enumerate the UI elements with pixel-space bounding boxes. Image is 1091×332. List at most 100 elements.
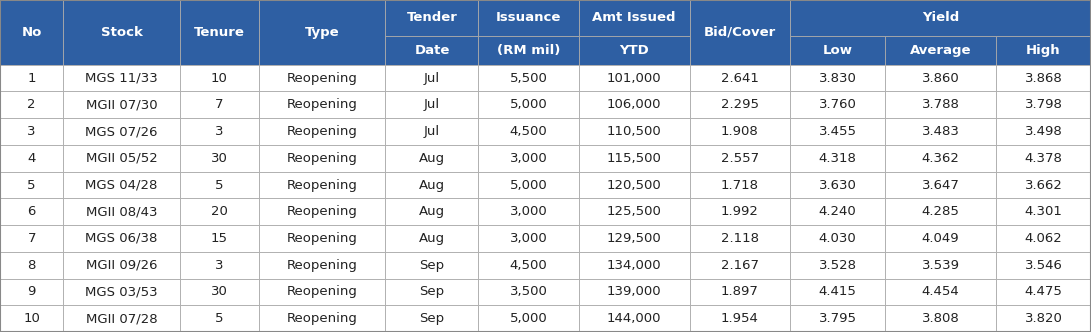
Text: 2: 2 (27, 98, 36, 111)
Text: 10: 10 (211, 72, 228, 85)
Text: 3.820: 3.820 (1024, 312, 1063, 325)
Text: 3.539: 3.539 (922, 259, 959, 272)
Text: Bid/Cover: Bid/Cover (704, 26, 776, 39)
Text: 7: 7 (27, 232, 36, 245)
Bar (479, 252, 578, 279)
Text: High: High (1027, 44, 1060, 57)
Text: MGS 03/53: MGS 03/53 (85, 286, 158, 298)
Text: 120,500: 120,500 (607, 179, 661, 192)
Bar (259, 118, 385, 145)
Bar (996, 92, 1091, 118)
Bar (479, 225, 578, 252)
Text: 3: 3 (215, 259, 224, 272)
Bar (63, 172, 180, 199)
Text: 15: 15 (211, 232, 228, 245)
Bar (996, 118, 1091, 145)
Bar (790, 36, 885, 65)
Text: 3,000: 3,000 (509, 205, 548, 218)
Text: Stock: Stock (100, 26, 143, 39)
Text: 3.830: 3.830 (818, 72, 856, 85)
Bar (690, 118, 790, 145)
Bar (578, 118, 690, 145)
Bar (0, 199, 63, 225)
Text: 3.498: 3.498 (1024, 125, 1063, 138)
Bar (578, 65, 690, 92)
Bar (996, 199, 1091, 225)
Text: 1.954: 1.954 (721, 312, 758, 325)
Text: 4,500: 4,500 (509, 125, 548, 138)
Bar (385, 92, 479, 118)
Text: 4,500: 4,500 (509, 259, 548, 272)
Text: 5: 5 (27, 179, 36, 192)
Text: 3.808: 3.808 (922, 312, 959, 325)
Text: 6: 6 (27, 205, 36, 218)
Text: Reopening: Reopening (287, 232, 358, 245)
Bar (0, 145, 63, 172)
Text: 7: 7 (215, 98, 224, 111)
Text: MGS 11/33: MGS 11/33 (85, 72, 158, 85)
Bar (259, 0, 385, 65)
Bar (385, 225, 479, 252)
Text: 4.301: 4.301 (1024, 205, 1063, 218)
Bar (885, 199, 996, 225)
Bar (0, 305, 63, 332)
Bar (790, 92, 885, 118)
Text: Sep: Sep (419, 259, 444, 272)
Text: Date: Date (415, 44, 449, 57)
Text: 3.546: 3.546 (1024, 259, 1063, 272)
Text: YTD: YTD (620, 44, 649, 57)
Text: Reopening: Reopening (287, 205, 358, 218)
Text: Aug: Aug (419, 152, 445, 165)
Bar (690, 305, 790, 332)
Text: 3: 3 (27, 125, 36, 138)
Text: 101,000: 101,000 (607, 72, 661, 85)
Bar (885, 118, 996, 145)
Bar (996, 305, 1091, 332)
Bar (885, 305, 996, 332)
Bar (180, 305, 259, 332)
Text: 20: 20 (211, 205, 228, 218)
Text: 4.240: 4.240 (818, 205, 856, 218)
Text: Reopening: Reopening (287, 125, 358, 138)
Text: Aug: Aug (419, 205, 445, 218)
Text: Jul: Jul (424, 72, 440, 85)
Bar (180, 199, 259, 225)
Bar (885, 172, 996, 199)
Text: 4.362: 4.362 (922, 152, 959, 165)
Text: (RM mil): (RM mil) (496, 44, 561, 57)
Bar (180, 65, 259, 92)
Text: 3.455: 3.455 (818, 125, 856, 138)
Bar (479, 118, 578, 145)
Text: Tenure: Tenure (194, 26, 244, 39)
Text: 125,500: 125,500 (607, 205, 661, 218)
Text: 3.798: 3.798 (1024, 98, 1063, 111)
Text: 139,000: 139,000 (607, 286, 661, 298)
Text: MGS 04/28: MGS 04/28 (85, 179, 157, 192)
Bar (790, 172, 885, 199)
Bar (885, 252, 996, 279)
Bar (578, 36, 690, 65)
Text: 129,500: 129,500 (607, 232, 661, 245)
Bar (885, 92, 996, 118)
Bar (479, 172, 578, 199)
Text: 3.528: 3.528 (818, 259, 856, 272)
Bar (690, 279, 790, 305)
Text: No: No (22, 26, 41, 39)
Bar (479, 199, 578, 225)
Text: 4.475: 4.475 (1024, 286, 1063, 298)
Text: Average: Average (910, 44, 971, 57)
Text: 3.662: 3.662 (1024, 179, 1063, 192)
Text: 5: 5 (215, 179, 224, 192)
Bar (996, 252, 1091, 279)
Bar (690, 172, 790, 199)
Bar (996, 65, 1091, 92)
Text: 3,000: 3,000 (509, 152, 548, 165)
Bar (63, 118, 180, 145)
Text: 1.718: 1.718 (721, 179, 759, 192)
Bar (479, 305, 578, 332)
Text: 4.318: 4.318 (818, 152, 856, 165)
Text: 4.415: 4.415 (818, 286, 856, 298)
Text: 8: 8 (27, 259, 36, 272)
Text: Reopening: Reopening (287, 259, 358, 272)
Bar (385, 279, 479, 305)
